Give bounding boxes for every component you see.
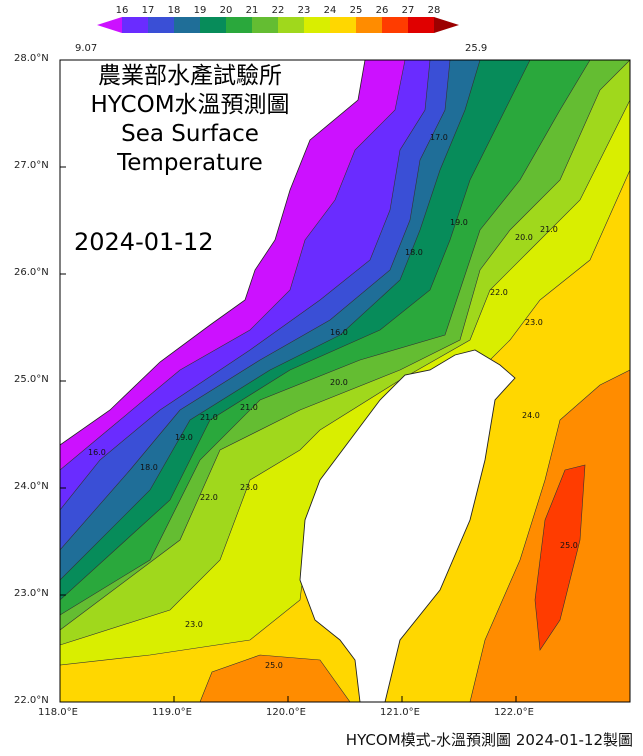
colorbar-tick-label: 18 [167,5,181,16]
colorbar-min-label: 9.07 [75,43,98,54]
lat-label: 23.0°N [14,588,49,599]
title-line-1: 農業部水產試驗所 [98,63,282,89]
sst-map: 16.0 18.0 19.0 21.0 21.0 20.0 22.0 23.0 23.0 25.0… [59,59,631,703]
sst-band [534,464,586,651]
contour-label: 21.0 [240,403,258,412]
colorbar-max-label: 25.9 [465,43,488,54]
forecast-date: 2024-01-12 [74,228,214,256]
contour-label: 16.0 [88,448,106,457]
colorbar-tick-label: 25 [349,5,363,16]
lon-label: 121.0°E [380,707,420,718]
colorbar-tick-label: 24 [323,5,337,16]
china-land [59,59,366,446]
colorbar-swatch [382,17,408,33]
colorbar-tick-label: 28 [427,5,441,16]
title-line-4: Temperature [117,150,263,176]
contour-label: 19.0 [450,218,468,227]
lat-label: 24.0°N [14,481,49,492]
contour-label: 18.0 [405,248,423,257]
colorbar-tick-label: 21 [245,5,259,16]
contour-label: 22.0 [200,493,218,502]
contour-label: 18.0 [140,463,158,472]
colorbar-swatch [304,17,330,33]
title-line-3: Sea Surface [121,121,259,147]
contour-label: 23.0 [240,483,258,492]
title-line-2: HYCOM水溫預測圖 [90,92,290,118]
colorbar-swatch [278,17,304,33]
colorbar-low-arrow [97,17,122,33]
colorbar-tick-label: 23 [297,5,311,16]
lat-label: 28.0°N [14,53,49,64]
colorbar-swatch [174,17,200,33]
colorbar-tick-label: 19 [193,5,207,16]
lon-label: 120.0°E [266,707,306,718]
contour-label: 21.0 [540,225,558,234]
lon-label: 119.0°E [152,707,192,718]
lon-label: 122.0°E [494,707,534,718]
colorbar-tick-label: 22 [271,5,285,16]
colorbar-swatch [148,17,174,33]
colorbar-tick-label: 26 [375,5,389,16]
contour-label: 20.0 [515,233,533,242]
colorbar-swatch [330,17,356,33]
colorbar-tick-label: 16 [115,5,129,16]
colorbar [97,17,459,33]
contour-label: 25.0 [560,541,578,550]
colorbar-swatch [408,17,434,33]
colorbar-swatch [122,17,148,33]
contour-label: 19.0 [175,433,193,442]
contour-label: 17.0 [430,133,448,142]
colorbar-swatch [356,17,382,33]
colorbar-swatch [252,17,278,33]
lat-label: 27.0°N [14,160,49,171]
contour-label: 23.0 [185,620,203,629]
colorbar-tick-label: 27 [401,5,415,16]
contour-label: 16.0 [330,328,348,337]
lat-label: 26.0°N [14,267,49,278]
contour-label: 23.0 [525,318,543,327]
colorbar-swatch [200,17,226,33]
map-title: 農業部水產試驗所 HYCOM水溫預測圖 Sea Surface Temperat… [60,62,320,178]
colorbar-high-arrow [434,17,459,33]
lat-label: 25.0°N [14,374,49,385]
taiwan-land [299,349,516,703]
colorbar-tick-label: 17 [141,5,155,16]
colorbar-tick-label: 20 [219,5,233,16]
contour-label: 22.0 [490,288,508,297]
contour-label: 20.0 [330,378,348,387]
lat-label: 22.0°N [14,695,49,706]
contour-label: 25.0 [265,661,283,670]
footer-caption: HYCOM模式-水溫預測圖 2024-01-12製圖 [345,731,633,749]
contour-label: 21.0 [200,413,218,422]
colorbar-swatch [226,17,252,33]
contour-label: 24.0 [522,411,540,420]
lon-label: 118.0°E [38,707,78,718]
